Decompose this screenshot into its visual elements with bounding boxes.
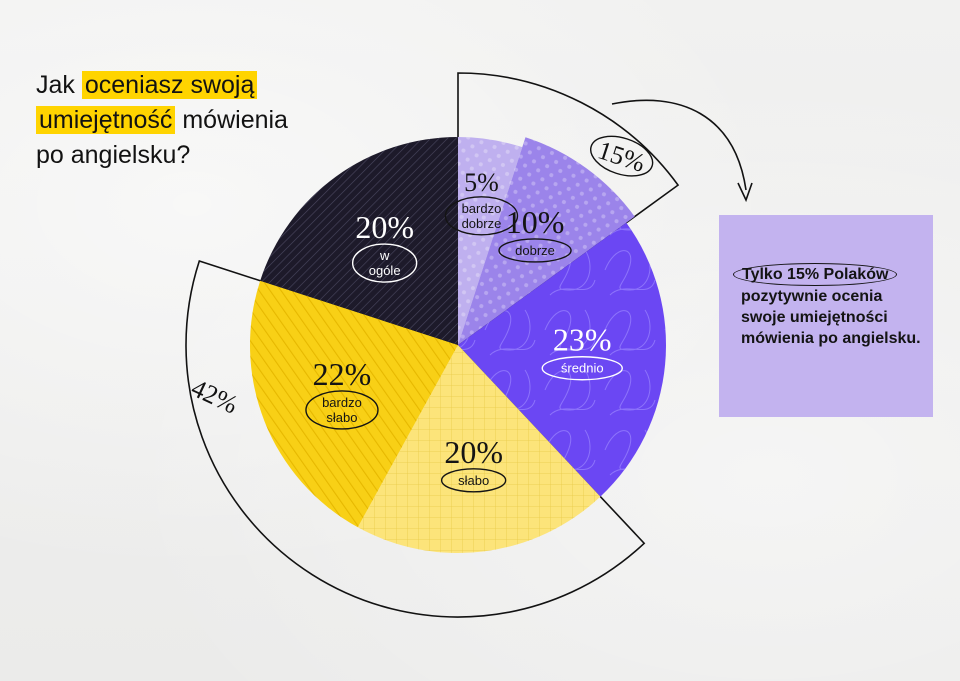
title-highlight-2: umiejętność	[36, 106, 176, 134]
category-label-dobrze: dobrze	[515, 243, 555, 258]
category-label-w-ogole: w	[379, 248, 390, 263]
category-label-srednio: średnio	[561, 361, 604, 376]
category-oval-w-ogole	[351, 243, 418, 283]
slice-texture-bardzo-dobrze	[458, 137, 523, 345]
category-label-bardzo-dobrze: bardzo	[462, 201, 502, 216]
value-label-srednio: 23%	[553, 322, 612, 358]
category-oval-slabo	[440, 468, 507, 493]
bracket-label-0: 15%	[594, 135, 648, 177]
callout-arrow	[611, 99, 747, 191]
title-part-3: po angielsku?	[36, 141, 191, 169]
category-label-w-ogole: ogóle	[369, 263, 401, 278]
note-highlight: Tylko 15% Polaków	[733, 263, 898, 286]
bracket-15%	[457, 72, 680, 347]
value-label-bardzo-slabo: 22%	[313, 356, 372, 392]
category-label-bardzo-slabo: słabo	[326, 410, 357, 425]
value-label-bardzo-dobrze: 5%	[464, 168, 499, 197]
title-highlight-1: oceniasz swoją	[81, 71, 258, 99]
chart-title: Jak oceniasz swoją umiejętność mówienia …	[36, 68, 336, 173]
value-label-dobrze: 10%	[506, 204, 565, 240]
note-text: pozytywnie ocenia swoje umiejętności mów…	[741, 288, 921, 347]
category-oval-dobrze	[498, 238, 572, 263]
callout-arrowhead	[737, 182, 753, 203]
category-oval-srednio	[541, 356, 623, 381]
slice-texture-bardzo-slabo	[250, 280, 458, 528]
slice-texture-dobrze	[458, 137, 635, 345]
title-part-1: Jak	[36, 71, 82, 99]
category-label-bardzo-slabo: bardzo	[322, 395, 362, 410]
category-oval-bardzo-dobrze	[444, 196, 519, 236]
bracket-42%	[185, 259, 646, 618]
callout-note: Tylko 15% Polaków pozytywnie ocenia swoj…	[719, 215, 933, 417]
category-label-bardzo-dobrze: dobrze	[462, 216, 502, 231]
value-label-w-ogole: 20%	[355, 209, 414, 245]
slice-texture-slabo	[357, 345, 601, 553]
bracket-label-oval	[590, 135, 654, 177]
value-label-slabo: 20%	[444, 434, 503, 470]
title-part-2: mówienia	[175, 106, 288, 134]
slice-texture-srednio	[458, 222, 666, 497]
category-oval-bardzo-slabo	[305, 390, 379, 430]
slice-texture-w-ogole	[260, 137, 458, 345]
category-label-slabo: słabo	[458, 473, 489, 488]
pie-slices	[250, 137, 666, 553]
